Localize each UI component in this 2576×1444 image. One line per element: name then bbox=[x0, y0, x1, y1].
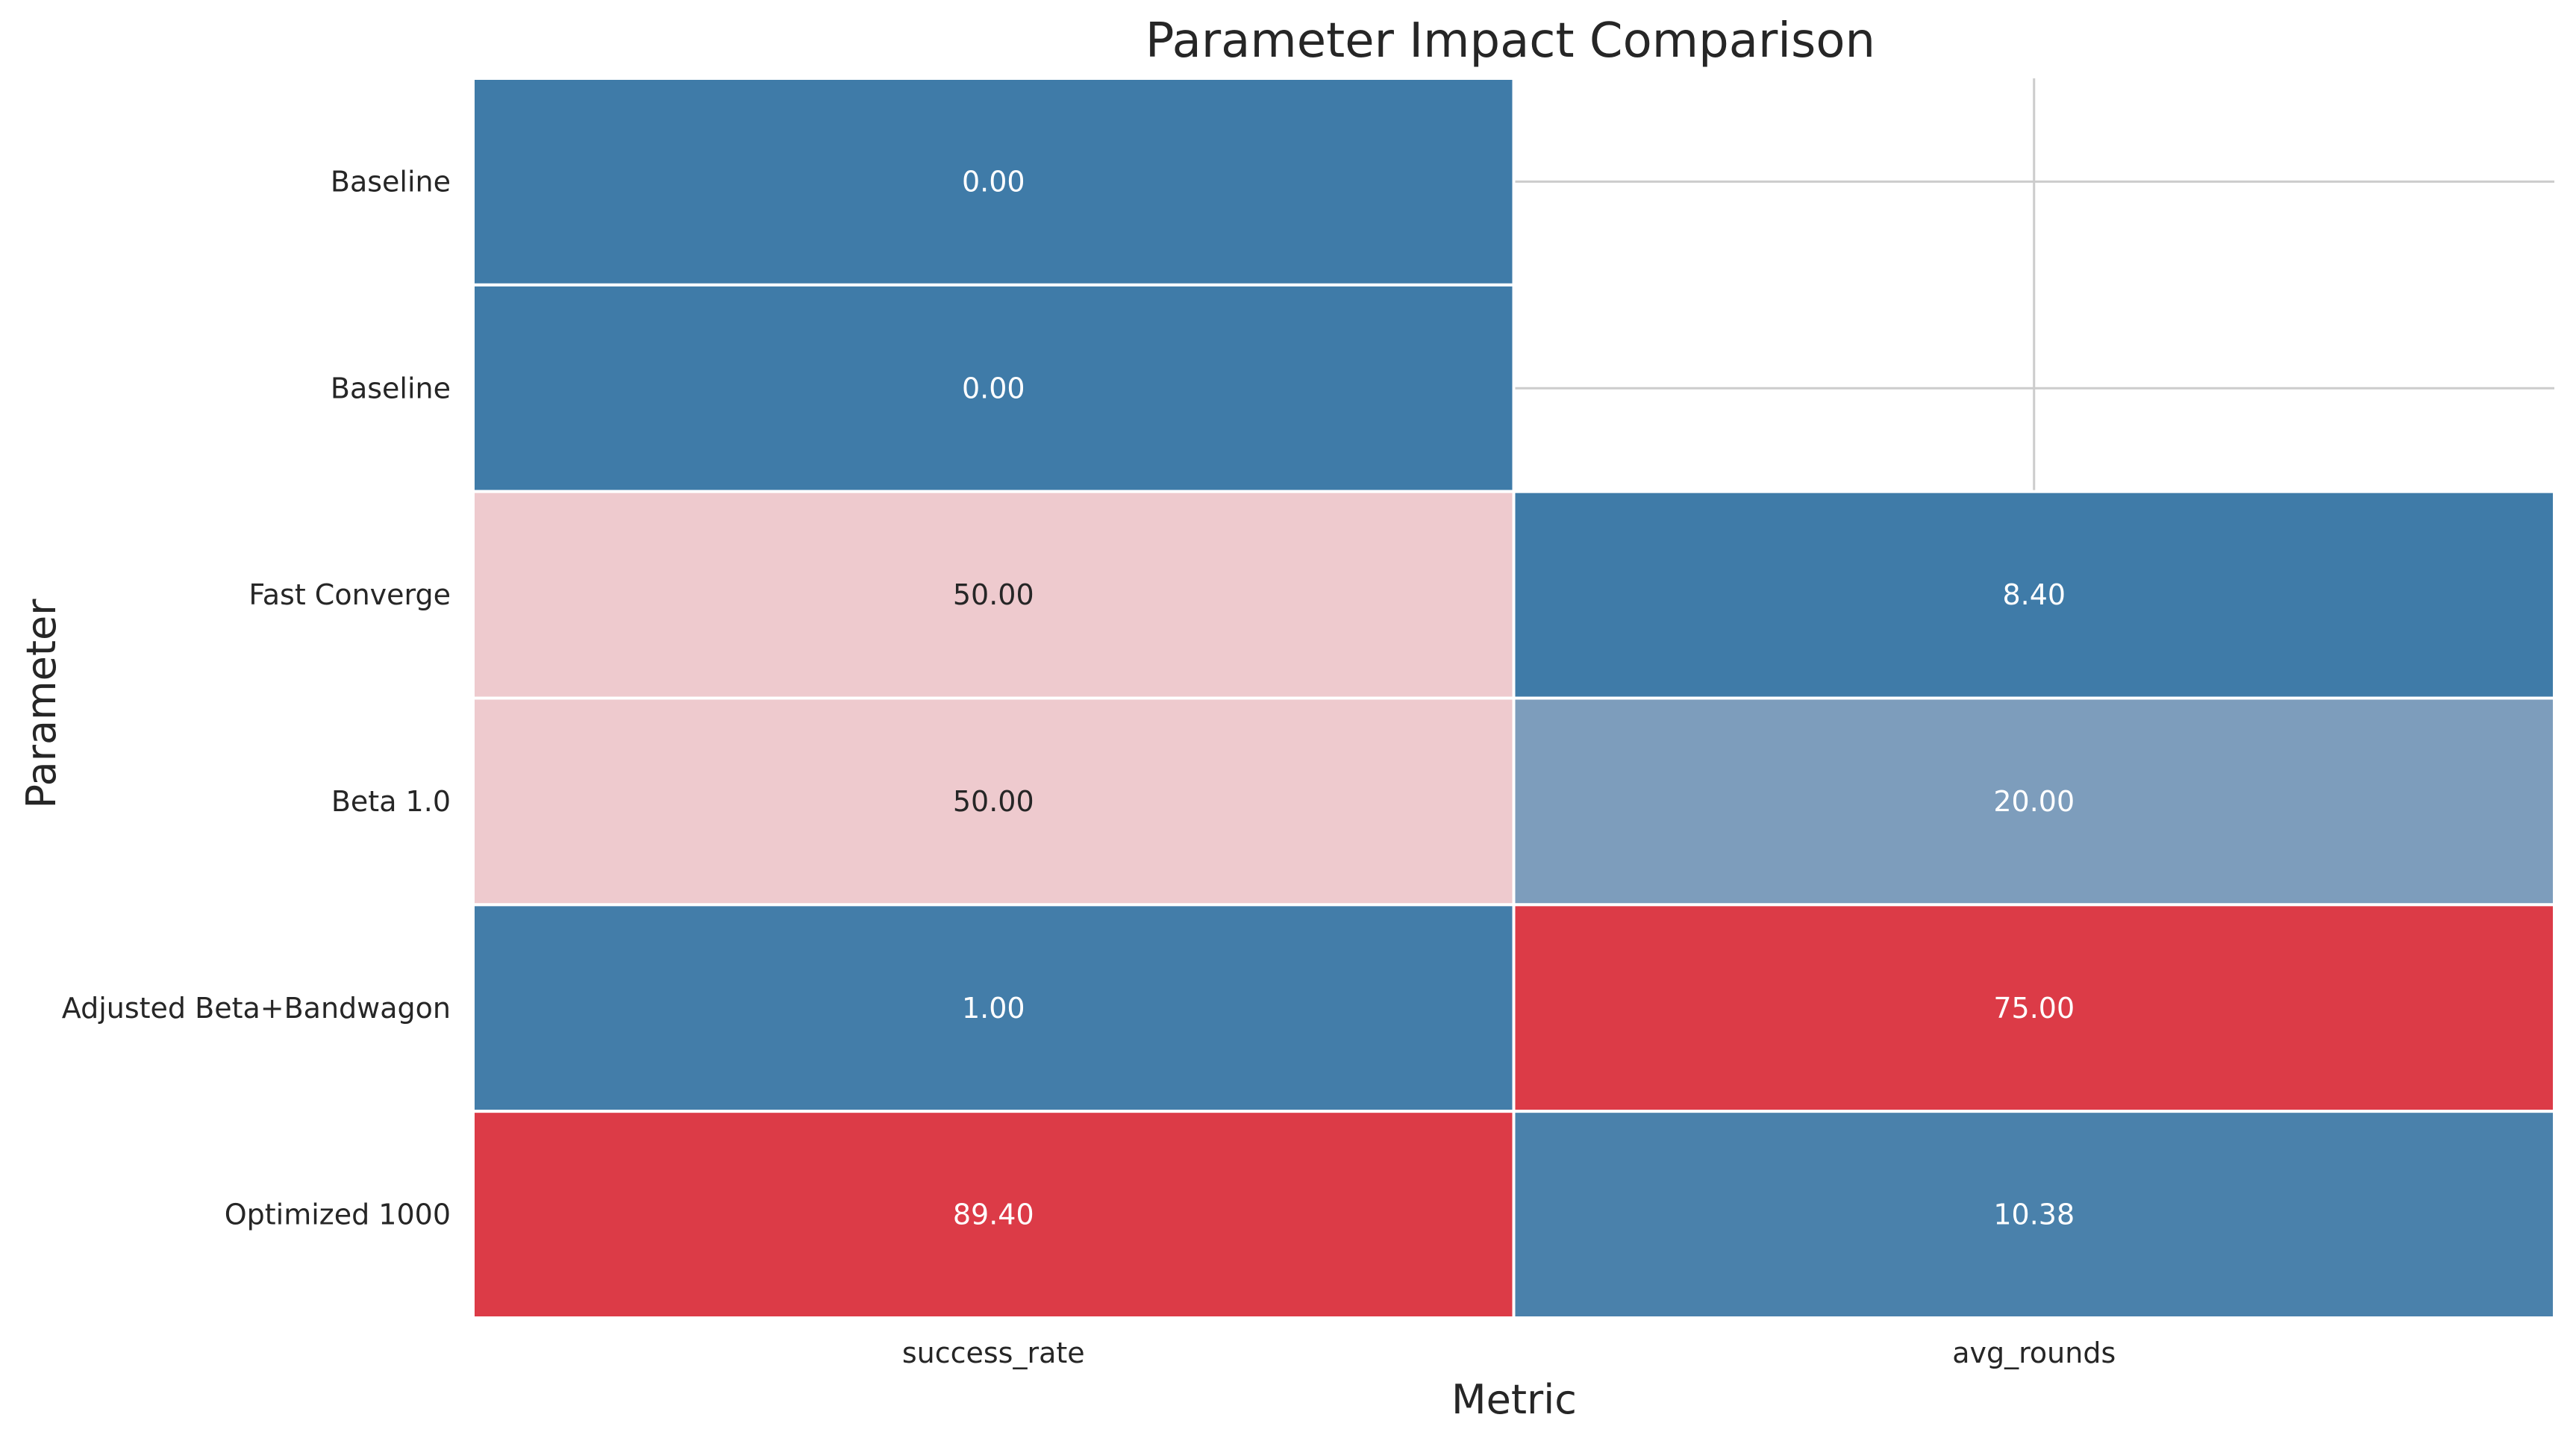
x-tick-label: avg_rounds bbox=[1952, 1337, 2116, 1369]
x-axis-label: Metric bbox=[1451, 1376, 1577, 1423]
cell-value-label: 20.00 bbox=[1993, 785, 2075, 818]
cell-value-label: 10.38 bbox=[1993, 1198, 2075, 1231]
cell-value-label: 0.00 bbox=[962, 165, 1025, 198]
y-tick-label: Beta 1.0 bbox=[331, 785, 451, 818]
heatmap-cell bbox=[472, 490, 1516, 700]
heatmap-cell bbox=[1512, 696, 2556, 907]
heatmap-cell bbox=[1512, 490, 2556, 700]
y-tick-label: Optimized 1000 bbox=[225, 1198, 451, 1231]
chart-title: Parameter Impact Comparison bbox=[1145, 13, 1875, 69]
y-tick-label: Fast Converge bbox=[248, 578, 451, 611]
heatmap-cell bbox=[472, 77, 1516, 287]
heatmap-cell bbox=[472, 903, 1516, 1113]
cell-layer: 0.00 0.00 50.00 8.40 50.00 20.00 1.00 75.00 89.4… bbox=[472, 77, 2556, 1319]
y-tick-label: Adjusted Beta+Bandwagon bbox=[62, 992, 451, 1025]
cell-value-label: 0.00 bbox=[962, 372, 1025, 404]
heatmap-cell bbox=[1512, 903, 2556, 1113]
cell-value-label: 50.00 bbox=[953, 578, 1034, 611]
y-axis-label: Parameter bbox=[18, 598, 65, 809]
cell-value-label: 8.40 bbox=[2002, 578, 2066, 611]
heatmap-cell bbox=[1512, 1110, 2556, 1319]
heatmap-cell bbox=[472, 1110, 1516, 1319]
x-tick-label: success_rate bbox=[902, 1337, 1085, 1369]
tick-layer: Baseline Baseline Fast Converge Beta 1.0 Adj… bbox=[62, 165, 2116, 1369]
cell-value-label: 89.40 bbox=[953, 1198, 1034, 1231]
y-tick-label: Baseline bbox=[331, 372, 451, 404]
heatmap-cell bbox=[472, 283, 1516, 493]
cell-value-label: 50.00 bbox=[953, 785, 1034, 818]
y-tick-label: Baseline bbox=[331, 165, 451, 198]
cell-value-label: 1.00 bbox=[962, 992, 1025, 1025]
cell-value-label: 75.00 bbox=[1993, 992, 2075, 1025]
